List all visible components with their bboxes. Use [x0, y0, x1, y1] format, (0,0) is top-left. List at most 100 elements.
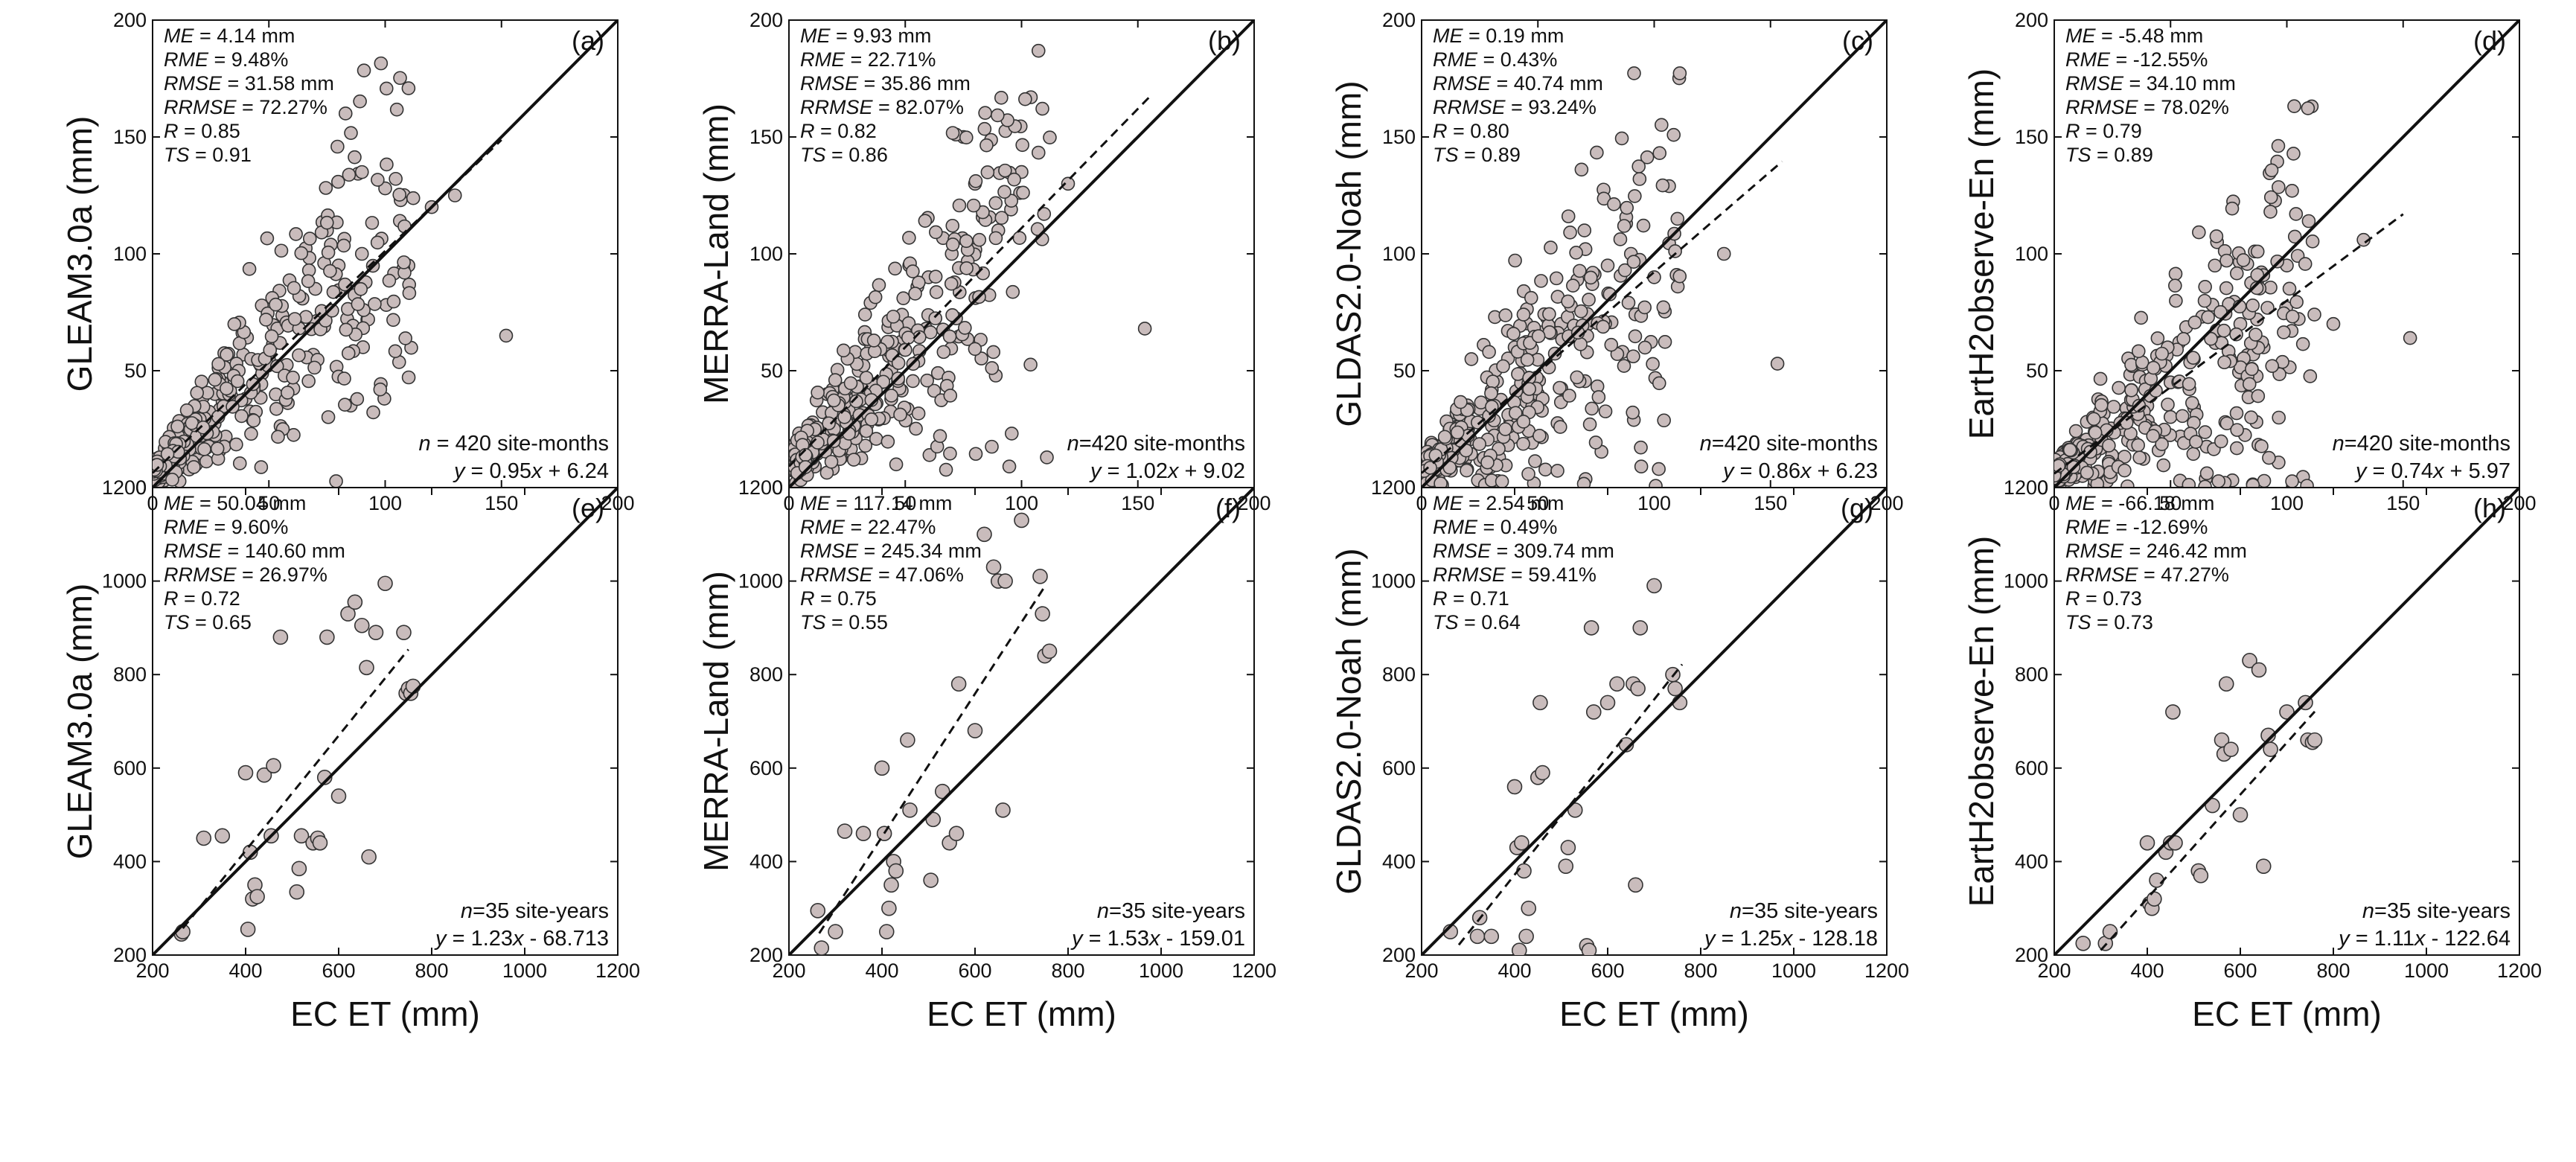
data-point	[325, 303, 339, 318]
y-tick-label: 200	[1382, 9, 1416, 31]
data-point	[1043, 130, 1057, 144]
data-point	[331, 174, 345, 189]
data-point	[2186, 447, 2201, 462]
data-point	[855, 826, 872, 842]
data-point	[986, 345, 1001, 360]
data-point	[1035, 606, 1050, 622]
data-point	[1666, 127, 1681, 142]
data-point	[1472, 437, 1486, 451]
data-point	[1636, 218, 1651, 233]
data-point	[2303, 369, 2318, 383]
data-point	[1626, 405, 1640, 420]
y-axis-label: EartH2observe-En (mm)	[1962, 536, 2001, 907]
data-point	[211, 357, 226, 371]
data-point	[319, 181, 333, 195]
data-point	[911, 406, 926, 421]
data-point	[1511, 942, 1527, 955]
data-point	[1614, 131, 1629, 146]
data-point	[959, 130, 974, 145]
stat-r: R = 0.85	[164, 120, 240, 142]
data-point	[2245, 362, 2259, 377]
data-point	[286, 370, 300, 385]
data-point	[401, 370, 416, 385]
stat-rrmse: RRMSE = 26.97%	[164, 564, 327, 586]
y-axis-label: GLDAS2.0-Noah (mm)	[1329, 80, 1368, 427]
data-point	[199, 454, 214, 469]
data-point	[321, 410, 336, 424]
data-point	[2102, 924, 2118, 939]
data-point	[1031, 43, 1046, 58]
data-point	[2168, 278, 2182, 293]
data-point	[1002, 459, 1017, 473]
data-point	[1506, 327, 1521, 341]
data-point	[210, 441, 225, 456]
panel-label: (c)	[1842, 25, 1873, 56]
data-point	[943, 447, 957, 461]
data-point	[1656, 300, 1671, 315]
data-point	[906, 374, 920, 389]
data-point	[1464, 352, 1479, 366]
data-point	[392, 188, 406, 202]
data-point	[1617, 219, 1631, 233]
data-point	[2242, 653, 2257, 668]
data-point	[2229, 441, 2244, 456]
data-point	[337, 371, 351, 386]
data-point	[153, 458, 164, 472]
n-annotation: n=35 site-years	[1097, 899, 1245, 923]
data-point	[2300, 479, 2314, 488]
data-point	[1637, 340, 1652, 355]
data-point	[902, 802, 918, 818]
y-tick-label: 1000	[2004, 570, 2048, 593]
data-point	[2054, 459, 2066, 473]
data-point	[995, 802, 1011, 818]
data-point	[1544, 240, 1558, 255]
data-point	[316, 770, 333, 785]
data-point	[2168, 266, 2183, 281]
fit-line	[789, 96, 1151, 467]
data-point	[1617, 263, 1632, 278]
stat-ts: TS = 0.89	[2065, 144, 2153, 166]
y-tick-label: 600	[113, 757, 147, 779]
data-point	[997, 185, 1011, 199]
data-point	[2279, 704, 2295, 720]
y-tick-label: 600	[1382, 757, 1416, 779]
y-tick-label: 100	[1382, 243, 1416, 265]
data-point	[269, 402, 284, 416]
data-point	[1549, 271, 1564, 286]
data-point	[2149, 872, 2164, 888]
data-point	[348, 150, 362, 165]
data-point	[263, 343, 278, 357]
data-point	[2147, 891, 2162, 907]
data-point	[1631, 159, 1646, 173]
data-point	[1604, 337, 1619, 352]
data-point	[229, 437, 243, 452]
data-point	[978, 106, 992, 121]
data-point	[1668, 244, 1682, 258]
x-tick-label: 600	[1591, 960, 1624, 982]
data-point	[2075, 936, 2091, 951]
x-tick-label: 1200	[1864, 960, 1909, 982]
y-tick-label: 800	[750, 663, 783, 686]
data-point	[927, 383, 942, 398]
data-point	[998, 163, 1012, 178]
stat-rme: RME = 22.71%	[800, 48, 936, 71]
data-point	[2219, 416, 2234, 431]
x-tick-label: 50	[2159, 492, 2182, 514]
data-point	[319, 629, 335, 645]
data-point	[2250, 268, 2265, 282]
plot-frame	[788, 487, 1255, 956]
data-point	[330, 139, 345, 154]
data-point	[406, 191, 421, 205]
data-point	[1658, 334, 1672, 349]
data-point	[1509, 406, 1523, 420]
y-tick-label: 200	[2015, 9, 2048, 31]
data-point	[1516, 415, 1531, 429]
data-point	[2295, 336, 2310, 351]
y-tick-label: 1200	[738, 476, 783, 499]
y-tick-label: 100	[750, 243, 783, 265]
data-point	[397, 255, 411, 269]
data-point	[2199, 466, 2214, 481]
data-point	[287, 427, 301, 442]
